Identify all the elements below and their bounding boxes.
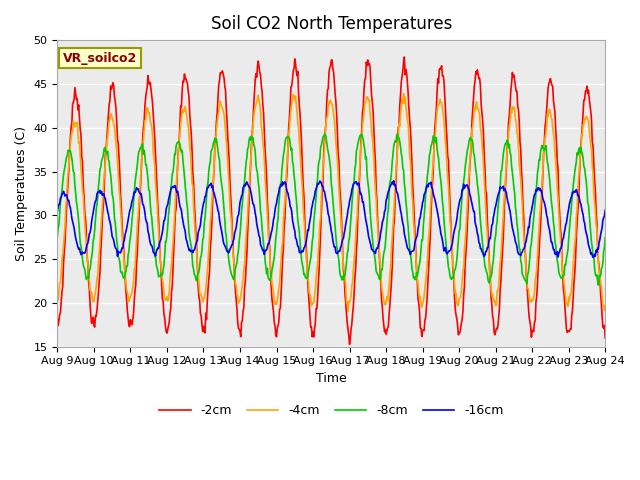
-4cm [344,309,352,314]
Line: -2cm: -2cm [58,57,605,344]
-8cm [602,235,609,240]
-8cm [552,242,559,248]
-16cm [589,254,597,260]
-8cm [431,138,438,144]
-2cm [602,335,609,341]
-16cm [602,207,609,213]
-16cm [54,208,61,214]
-2cm [401,54,408,60]
-8cm [323,140,331,145]
X-axis label: Time: Time [316,372,347,385]
-4cm [197,292,205,298]
-4cm [323,114,331,120]
-8cm [197,253,205,259]
-8cm [394,131,401,137]
-16cm [431,196,438,202]
-2cm [553,139,561,145]
-4cm [432,128,440,134]
-2cm [197,313,205,319]
-16cm [552,251,559,256]
-16cm [174,188,182,194]
-4cm [602,303,609,309]
Title: Soil CO2 North Temperatures: Soil CO2 North Temperatures [211,15,452,33]
-4cm [54,296,61,302]
-2cm [323,99,331,105]
-8cm [54,234,61,240]
-4cm [553,171,561,177]
-8cm [376,277,384,283]
-16cm [197,215,205,220]
-4cm [400,91,408,96]
-2cm [377,279,385,285]
-4cm [174,165,182,170]
-16cm [323,200,331,205]
-2cm [432,116,440,122]
Y-axis label: Soil Temperatures (C): Soil Temperatures (C) [15,126,28,261]
-16cm [390,178,397,184]
-2cm [174,163,182,168]
Text: VR_soilco2: VR_soilco2 [63,51,137,65]
Line: -8cm: -8cm [58,134,605,285]
Line: -4cm: -4cm [58,94,605,312]
-8cm [595,282,602,288]
-4cm [377,271,385,277]
Line: -16cm: -16cm [58,181,605,257]
-8cm [174,140,182,145]
-16cm [376,235,384,241]
-2cm [54,316,61,322]
Legend: -2cm, -4cm, -8cm, -16cm: -2cm, -4cm, -8cm, -16cm [154,399,508,422]
-2cm [346,341,353,347]
